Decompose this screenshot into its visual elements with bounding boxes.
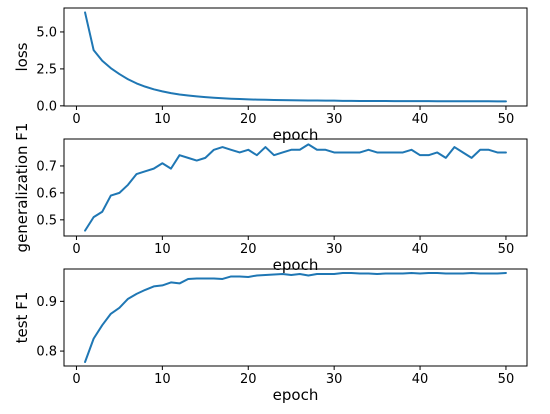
generalization-x-axis-label: epoch bbox=[273, 256, 319, 274]
loss-x-tick-label: 10 bbox=[154, 112, 171, 127]
loss-y-tick-label: 2.5 bbox=[36, 62, 57, 77]
generalization-y-tick-label: 0.5 bbox=[36, 213, 57, 228]
test-y-axis-label: test F1 bbox=[13, 292, 31, 344]
loss-x-axis-label: epoch bbox=[273, 126, 319, 144]
loss-y-tick-label: 5.0 bbox=[36, 25, 57, 40]
loss-y-tick-label: 0.0 bbox=[36, 99, 57, 114]
test-axes-frame bbox=[63, 268, 528, 367]
test-x-tick-label: 50 bbox=[498, 372, 515, 387]
loss-x-tick-label: 20 bbox=[240, 112, 257, 127]
test-x-tick-label: 20 bbox=[240, 372, 257, 387]
test-y-tick-label: 0.9 bbox=[36, 295, 57, 310]
generalization-x-tick-label: 20 bbox=[240, 242, 257, 257]
generalization-x-tick-label: 30 bbox=[326, 242, 343, 257]
generalization-y-tick-label: 0.7 bbox=[36, 159, 57, 174]
loss-x-tick-label: 0 bbox=[72, 112, 80, 127]
loss-x-tick-label: 30 bbox=[326, 112, 343, 127]
generalization-x-tick-label: 50 bbox=[498, 242, 515, 257]
test-y-tick-label: 0.8 bbox=[36, 345, 57, 360]
test-subplot: 0 10 20 30 40 50 0.8 0.9 epoch test F1 bbox=[13, 268, 528, 404]
generalization-axes-frame bbox=[63, 138, 528, 237]
test-x-tick-label: 30 bbox=[326, 372, 343, 387]
test-series-line bbox=[84, 271, 507, 364]
test-x-tick-label: 10 bbox=[154, 372, 171, 387]
test-x-tick-label: 40 bbox=[412, 372, 429, 387]
test-x-axis-label: epoch bbox=[273, 386, 319, 404]
generalization-x-tick-label: 0 bbox=[72, 242, 80, 257]
generalization-series-line bbox=[84, 143, 507, 232]
loss-series-line bbox=[84, 11, 507, 103]
loss-x-tick-label: 50 bbox=[498, 112, 515, 127]
generalization-x-tick-label: 40 bbox=[412, 242, 429, 257]
test-x-tick-label: 0 bbox=[72, 372, 80, 387]
generalization-y-axis-label: generalization F1 bbox=[13, 123, 31, 253]
loss-subplot: 0 10 20 30 40 50 0.0 2.5 5.0 epoch loss bbox=[13, 7, 528, 144]
generalization-subplot: 0 10 20 30 40 50 0.5 0.6 0.7 epoch generalization … bbox=[13, 123, 528, 274]
generalization-y-tick-label: 0.6 bbox=[36, 186, 57, 201]
loss-y-axis-label: loss bbox=[13, 42, 31, 71]
loss-x-tick-label: 40 bbox=[412, 112, 429, 127]
loss-axes-frame bbox=[63, 7, 528, 107]
generalization-x-tick-label: 10 bbox=[154, 242, 171, 257]
